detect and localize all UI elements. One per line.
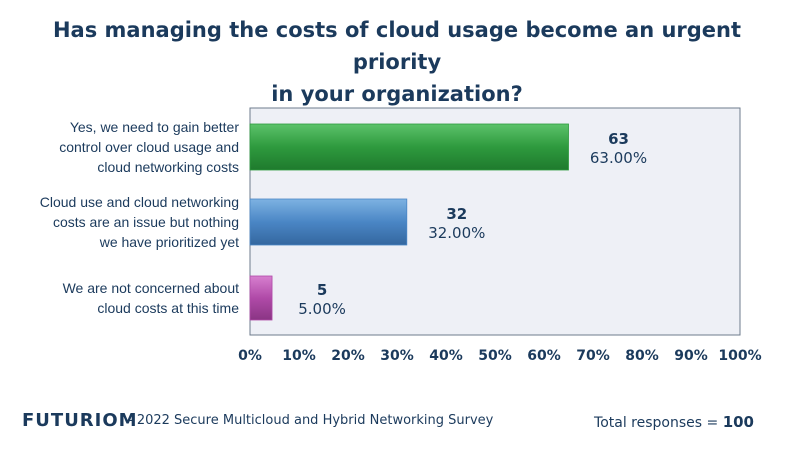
x-tick-label-1: 10% — [282, 348, 316, 364]
chart-title-line-1: Has managing the costs of cloud usage be… — [52, 18, 742, 74]
survey-source: - 2022 Secure Multicloud and Hybrid Netw… — [128, 413, 494, 428]
chart-title: Has managing the costs of cloud usage be… — [20, 14, 774, 110]
x-tick-label-9: 90% — [674, 348, 708, 364]
x-tick-label-7: 70% — [576, 348, 610, 364]
count-label-2: 5 — [317, 281, 327, 299]
total-responses-label: Total responses = — [594, 415, 723, 431]
futuriom-logo: FUTURIOM — [22, 410, 138, 431]
percent-label-2: 5.00% — [298, 300, 346, 318]
x-tick-label-4: 40% — [429, 348, 463, 364]
bar-2 — [249, 275, 273, 321]
category-label-1-0: Cloud use and cloud networking — [40, 194, 239, 210]
count-label-1: 32 — [446, 205, 467, 223]
percent-label-1: 32.00% — [428, 224, 485, 242]
chart-title-line-2: in your organization? — [271, 82, 523, 106]
total-responses-value: 100 — [722, 413, 754, 431]
category-label-2-1: cloud costs at this time — [97, 300, 239, 316]
bar-0 — [249, 123, 569, 171]
x-tick-label-0: 0% — [238, 348, 262, 364]
x-tick-label-6: 60% — [527, 348, 561, 364]
x-tick-label-3: 30% — [380, 348, 414, 364]
category-label-0-1: control over cloud usage and — [59, 139, 239, 155]
count-label-0: 63 — [608, 130, 629, 148]
x-tick-label-5: 50% — [478, 348, 512, 364]
bar-1 — [249, 198, 408, 246]
total-responses: Total responses = 100 — [594, 413, 754, 431]
category-label-1-2: we have prioritized yet — [99, 234, 239, 250]
category-label-1-1: costs are an issue but nothing — [53, 214, 239, 230]
x-tick-label-8: 80% — [625, 348, 659, 364]
category-label-2-0: We are not concerned about — [63, 280, 240, 296]
x-tick-label-2: 20% — [331, 348, 365, 364]
x-tick-label-10: 100% — [718, 348, 761, 364]
category-label-0-0: Yes, we need to gain better — [70, 119, 240, 135]
percent-label-0: 63.00% — [590, 149, 647, 167]
category-label-0-2: cloud networking costs — [97, 159, 239, 175]
